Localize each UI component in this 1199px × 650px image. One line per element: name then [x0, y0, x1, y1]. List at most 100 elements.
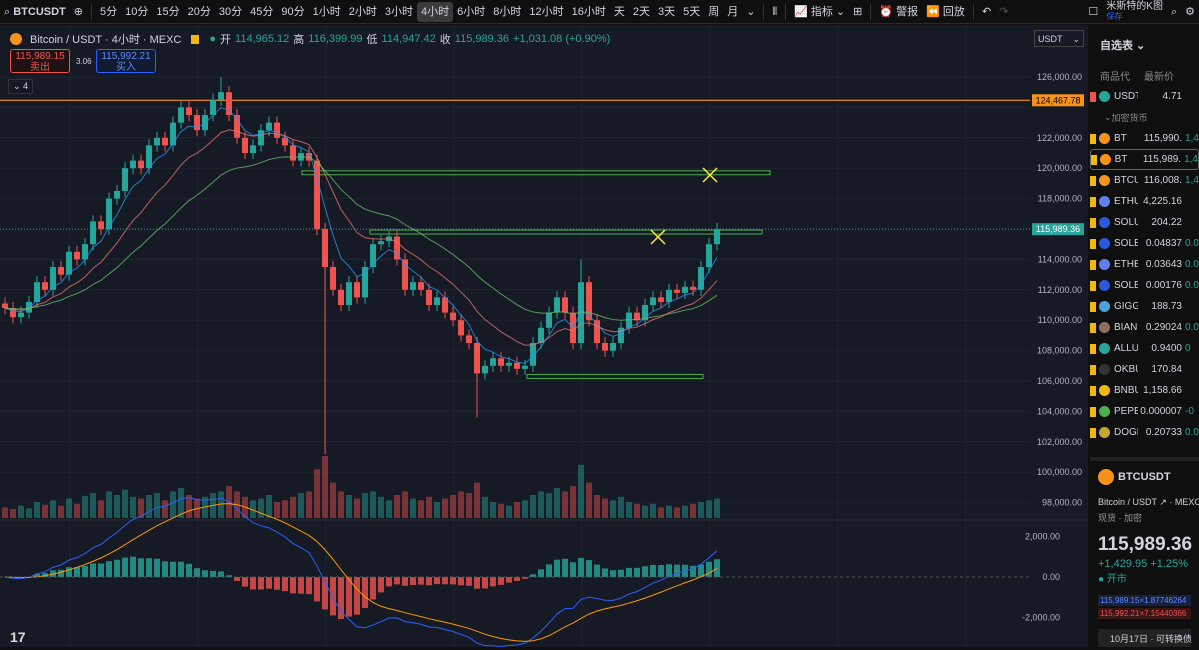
interval-0[interactable]: 5分	[96, 2, 121, 22]
volume-bar	[290, 497, 296, 518]
indicators-toggle[interactable]: ⌄ 4	[8, 79, 33, 94]
redo-button[interactable]: ↷	[995, 2, 1012, 22]
watchlist-item[interactable]: OKBU170.84	[1090, 359, 1199, 380]
watchlist-title[interactable]: 自选表 ⌄	[1090, 25, 1199, 65]
volume-bar	[634, 504, 640, 518]
settings-button[interactable]: ⚙	[1181, 2, 1199, 22]
interval-17[interactable]: 3天	[654, 2, 679, 22]
replay-button[interactable]: ⏪ 回放	[922, 2, 969, 22]
currency-select[interactable]: USDT⌄	[1034, 30, 1084, 47]
layout-name-button[interactable]: 米斯特的K图保存	[1102, 2, 1167, 22]
interval-dropdown[interactable]: ⌄	[742, 2, 759, 22]
chart-type-button[interactable]: ⫴	[768, 2, 781, 22]
interval-9[interactable]: 3小时	[381, 2, 417, 22]
macd-tick-label: -2,000.00	[1022, 613, 1060, 623]
symbol-search[interactable]: ⌕ BTCUSDT	[0, 2, 70, 22]
volume-bar	[298, 493, 304, 518]
flag-icon	[1090, 344, 1096, 354]
volume-bar	[58, 506, 64, 518]
interval-19[interactable]: 周	[704, 2, 723, 22]
interval-8[interactable]: 2小时	[345, 2, 381, 22]
volume-bar	[338, 491, 344, 518]
volume-bar	[698, 502, 704, 518]
interval-13[interactable]: 12小时	[525, 2, 567, 22]
price-tick-label: 106,000.00	[1037, 376, 1082, 386]
price-tick-label: 126,000.00	[1037, 72, 1082, 82]
interval-2[interactable]: 15分	[152, 2, 183, 22]
alert-button[interactable]: ⏰ 警报	[875, 2, 922, 22]
candle-body	[226, 92, 232, 115]
macd-histogram-bar	[330, 577, 336, 615]
candle-body	[482, 366, 488, 374]
interval-15[interactable]: 天	[610, 2, 629, 22]
market-open-dot-icon: ●	[209, 33, 216, 45]
price-tick-label: 118,000.00	[1038, 194, 1082, 204]
interval-7[interactable]: 1小时	[309, 2, 345, 22]
interval-10[interactable]: 4小时	[417, 2, 453, 22]
fullscreen-button[interactable]: ☐	[1084, 2, 1102, 22]
symbol-detail: BTCUSDT Bitcoin / USDT ↗ · MEXC 现货 · 加密 …	[1090, 457, 1199, 647]
undo-button[interactable]: ↶	[978, 2, 995, 22]
watchlist-item[interactable]: BNBU1,158.66	[1090, 380, 1199, 401]
macd-histogram-bar	[298, 577, 304, 594]
interval-5[interactable]: 45分	[246, 2, 277, 22]
candle-body	[554, 297, 560, 312]
macd-histogram-bar	[434, 577, 440, 584]
interval-6[interactable]: 90分	[277, 2, 308, 22]
macd-histogram-bar	[674, 565, 680, 577]
news-item[interactable]: 10月17日 · 可转换债	[1098, 629, 1191, 647]
compare-button[interactable]: ⊕	[70, 2, 87, 22]
macd-histogram-bar	[498, 577, 504, 585]
macd-histogram-bar	[90, 563, 96, 577]
coin-icon	[1099, 238, 1110, 249]
macd-histogram-bar	[98, 564, 104, 577]
candle-body	[650, 297, 656, 305]
macd-histogram-bar	[162, 561, 168, 577]
interval-4[interactable]: 30分	[215, 2, 246, 22]
interval-3[interactable]: 20分	[184, 2, 215, 22]
macd-histogram-bar	[186, 564, 192, 577]
interval-12[interactable]: 8小时	[489, 2, 525, 22]
layouts-button[interactable]: ⊞	[849, 2, 866, 22]
candle-body	[546, 313, 552, 328]
interval-16[interactable]: 2天	[629, 2, 654, 22]
flag-icon	[1090, 407, 1096, 417]
interval-14[interactable]: 16小时	[568, 2, 610, 22]
interval-1[interactable]: 10分	[121, 2, 152, 22]
candle-body	[562, 297, 568, 312]
macd-histogram-bar	[378, 577, 384, 592]
macd-histogram-bar	[578, 558, 584, 577]
interval-20[interactable]: 月	[723, 2, 742, 22]
quick-search-button[interactable]: ⌕	[1167, 2, 1181, 22]
interval-11[interactable]: 6小时	[453, 2, 489, 22]
candle-body	[146, 145, 152, 168]
interval-18[interactable]: 5天	[679, 2, 704, 22]
price-chart[interactable]: 126,000.00122,000.00120,000.00118,000.00…	[0, 25, 1088, 647]
candle-body	[522, 366, 528, 369]
indicators-button[interactable]: 📈 指标 ⌄	[790, 2, 849, 22]
macd-histogram-bar	[234, 577, 240, 581]
watchlist-item[interactable]: USDT4.71	[1090, 86, 1199, 107]
volume-bar	[690, 504, 696, 518]
watchlist-group[interactable]: ⌄ 加密货币	[1090, 107, 1199, 128]
volume-bar	[314, 469, 320, 518]
macd-tick-label: 2,000.00	[1025, 531, 1060, 541]
macd-histogram-bar	[314, 577, 320, 602]
